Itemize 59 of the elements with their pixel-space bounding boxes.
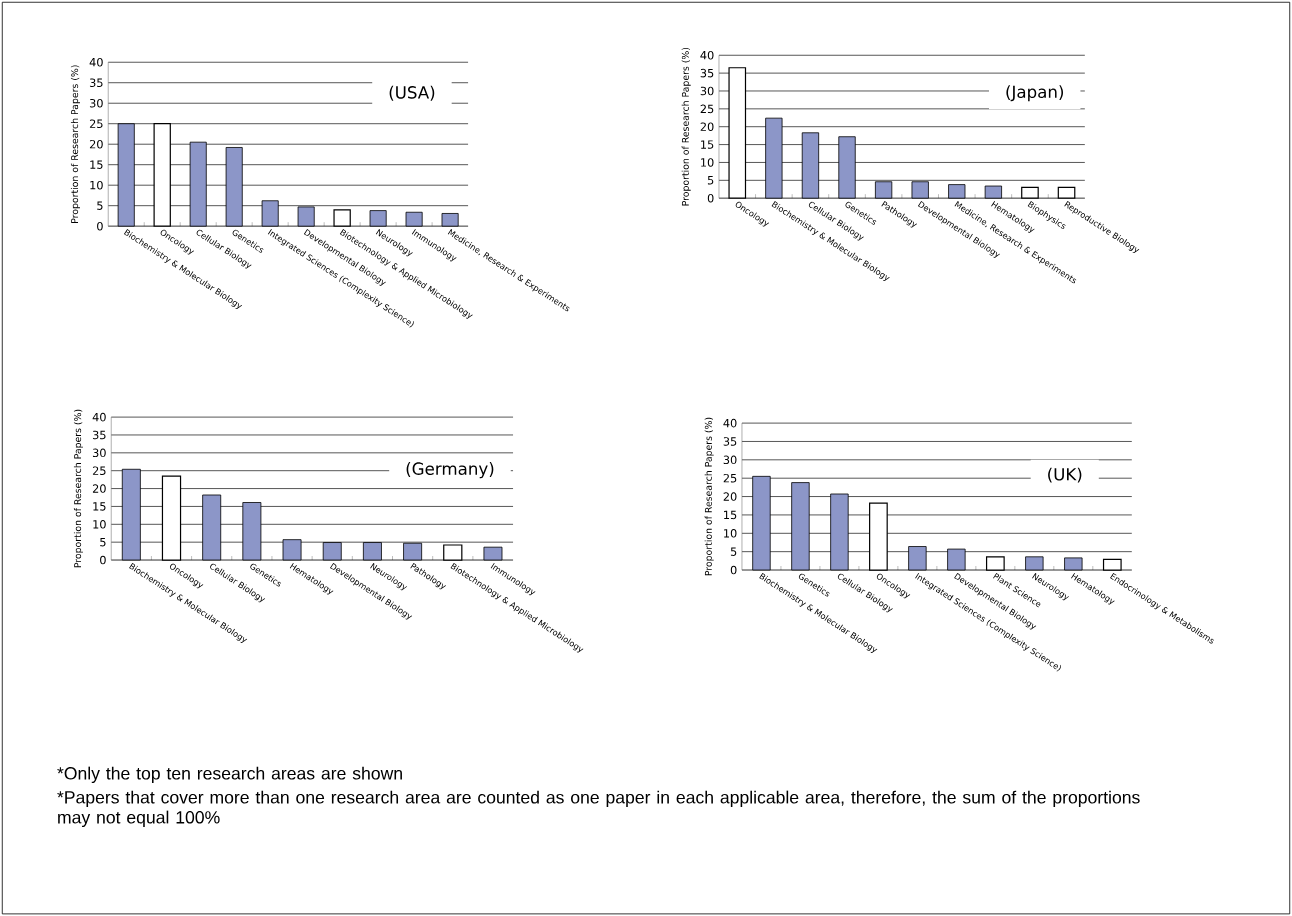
y-tick-label: 20 (92, 484, 106, 493)
text: (Germany) (406, 462, 494, 479)
y-tick-label: 20 (723, 492, 737, 501)
y-tick-label: 20 (89, 139, 103, 149)
y-axis-title: Proportion of Research Papers (%) (73, 409, 83, 568)
y-tick-label: 40 (723, 418, 737, 428)
y-tick-label: 35 (92, 430, 106, 440)
y-tick-label: 5 (730, 547, 737, 556)
y-tick-label: 0 (97, 221, 103, 231)
bar (1057, 186, 1076, 199)
y-tick-label: 35 (700, 68, 714, 78)
y-tick-label: 0 (100, 555, 106, 565)
y-tick-label: 20 (700, 122, 714, 131)
y-axis-title: Proportion of Research Papers (%) (704, 417, 714, 576)
y-axis-title: Proportion of Research Papers (%) (70, 65, 80, 223)
y-tick-label: 15 (93, 502, 106, 511)
y-tick-label: 40 (89, 57, 103, 67)
y-tick-label: 0 (730, 565, 737, 575)
bar (369, 210, 387, 227)
y-tick-label: 10 (90, 180, 103, 190)
y-axis-title: Proportion of Research Papers (%) (681, 47, 691, 206)
bar (405, 211, 423, 227)
bar (1102, 558, 1122, 571)
bar (984, 185, 1002, 199)
text: (Japan) (1006, 85, 1064, 102)
y-tick-label: 15 (90, 160, 103, 169)
y-tick-label: 5 (97, 201, 103, 210)
y-tick-label: 5 (707, 176, 714, 185)
y-tick-label: 40 (92, 412, 106, 422)
y-tick-label: 10 (93, 519, 106, 529)
y-tick-label: 0 (707, 193, 714, 203)
y-tick-label: 30 (723, 455, 737, 465)
y-tick-label: 25 (723, 473, 737, 483)
y-tick-label: 25 (700, 104, 714, 114)
y-tick-label: 25 (89, 119, 103, 128)
y-tick-label: 5 (100, 537, 106, 547)
bar (1021, 186, 1039, 199)
bar (441, 213, 459, 227)
y-tick-label: 25 (92, 466, 106, 475)
bar (483, 546, 503, 561)
bar (985, 556, 1005, 571)
y-tick-label: 15 (724, 510, 737, 520)
text: (USA) (389, 85, 435, 101)
bar (333, 209, 351, 227)
y-tick-label: 10 (724, 528, 737, 538)
bar (1064, 557, 1083, 571)
y-tick-label: 35 (723, 437, 737, 446)
bar (948, 184, 966, 199)
y-tick-label: 40 (700, 50, 714, 60)
y-tick-label: 30 (92, 448, 106, 458)
y-tick-label: 35 (89, 78, 103, 87)
y-tick-label: 15 (701, 140, 714, 149)
text: (UK) (1048, 467, 1082, 483)
y-tick-label: 10 (701, 158, 714, 167)
text: *Papers that cover more than one research area are counted as one paper in each applicable area, therefore, the sum of the proportions may not equal 100% (57, 790, 1140, 827)
text: *Only the top ten research areas are shown (57, 766, 402, 783)
bar (1025, 556, 1044, 571)
y-tick-label: 30 (89, 98, 103, 108)
y-tick-label: 30 (700, 86, 714, 96)
